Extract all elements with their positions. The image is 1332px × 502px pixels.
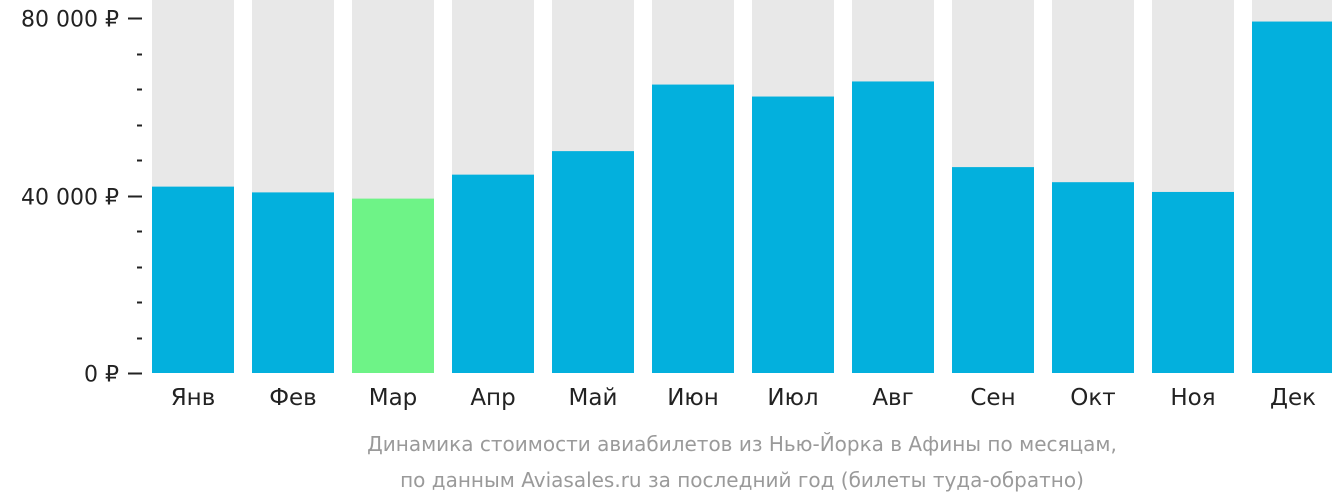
- bar-2: [252, 192, 334, 373]
- y-tick-label: 0 ₽: [84, 363, 119, 388]
- bar-11: [1152, 191, 1234, 373]
- bar-12: [1252, 21, 1332, 374]
- chart-caption-line-1: Динамика стоимости авиабилетов из Нью-Йо…: [367, 432, 1117, 456]
- bar-5: [552, 151, 634, 373]
- y-tick-label: 80 000 ₽: [21, 8, 119, 33]
- bar-6: [652, 84, 734, 373]
- bar-9: [952, 167, 1034, 373]
- bar-1: [152, 186, 234, 373]
- bar-10: [1052, 182, 1134, 373]
- x-tick-label: Июн: [667, 385, 719, 411]
- bar-7: [752, 96, 834, 373]
- bars: [152, 21, 1332, 374]
- x-tick-label: Ноя: [1170, 385, 1215, 411]
- x-tick-label: Мар: [369, 385, 418, 411]
- x-tick-label: Апр: [470, 385, 515, 411]
- price-bar-chart: 0 ₽ 40 000 ₽ 80 000 ₽ Янв Фев Мар Апр Май Июн Ию…: [21, 0, 1332, 411]
- x-tick-label: Окт: [1070, 385, 1115, 411]
- x-tick-label: Авг: [872, 385, 913, 411]
- x-tick-label: Сен: [970, 385, 1015, 411]
- x-tick-label: Май: [569, 385, 618, 411]
- bar-3: [352, 198, 434, 373]
- x-tick-label: Фев: [269, 385, 317, 411]
- bar-8: [852, 81, 934, 374]
- x-tick-label: Июл: [767, 385, 818, 411]
- y-axis: 0 ₽ 40 000 ₽ 80 000 ₽: [21, 8, 142, 388]
- bar-4: [452, 174, 534, 373]
- y-tick-label: 40 000 ₽: [21, 186, 119, 211]
- x-tick-label: Дек: [1270, 385, 1316, 411]
- chart-caption-line-2: по данным Aviasales.ru за последний год …: [400, 468, 1084, 492]
- x-axis-labels: Янв Фев Мар Апр Май Июн Июл Авг Сен Окт Ноя Дек: [171, 385, 1316, 411]
- x-tick-label: Янв: [171, 385, 216, 411]
